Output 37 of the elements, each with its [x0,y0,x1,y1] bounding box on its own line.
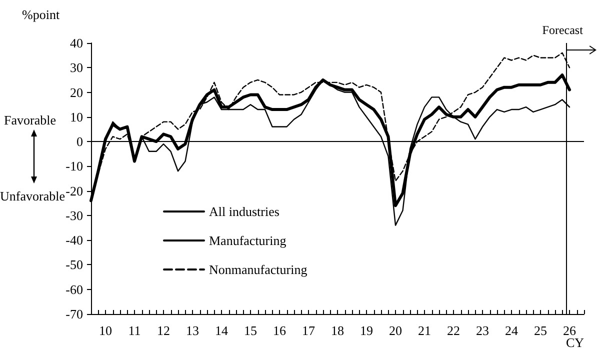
x-tick-label: 11 [128,323,141,338]
y-tick-label: -50 [66,257,83,272]
x-tick-label: 17 [302,323,316,338]
y-tick-label: 10 [70,109,83,124]
x-tick-label: 15 [244,323,257,338]
text: Unfavorable [0,188,66,204]
x-tick-label: 18 [331,323,344,338]
x-tick-label: 13 [186,323,199,338]
y-tick-label: 30 [70,60,83,76]
text: Favorable [4,112,56,128]
x-tick-label: 12 [157,323,170,338]
x-tick-label: 26 [563,323,576,338]
y-tick-label: 40 [70,36,83,50]
legend-label: Nonmanufacturing [209,262,308,277]
x-tick-label: 21 [418,323,431,338]
x-tick-label: 16 [273,323,286,338]
x-tick-label: 24 [505,323,518,338]
legend-label: All industries [209,204,280,219]
y-tick-label: -70 [66,306,83,322]
ref-line-label: Forecast [542,23,584,37]
y-tick-label: 20 [70,84,83,100]
x-tick-label: 14 [215,323,228,338]
y-tick-label: -10 [66,158,83,174]
x-tick-label: 19 [360,323,373,338]
y-tick-label: -30 [66,208,83,223]
y-tick-label: -20 [66,183,83,198]
x-axis-title: CY [566,335,585,350]
x-tick-label: 10 [99,323,112,338]
y-tick-label: -40 [66,232,83,248]
x-tick-label: 22 [447,323,460,338]
x-tick-label: 25 [534,323,547,338]
x-tick-label: 20 [389,323,402,338]
x-tick-label: 23 [476,323,489,338]
y-tick-label: 0 [76,134,83,150]
legend-label: Manufacturing [209,233,287,248]
y-axis-title: %point [22,7,60,22]
y-tick-label: -60 [66,282,83,297]
